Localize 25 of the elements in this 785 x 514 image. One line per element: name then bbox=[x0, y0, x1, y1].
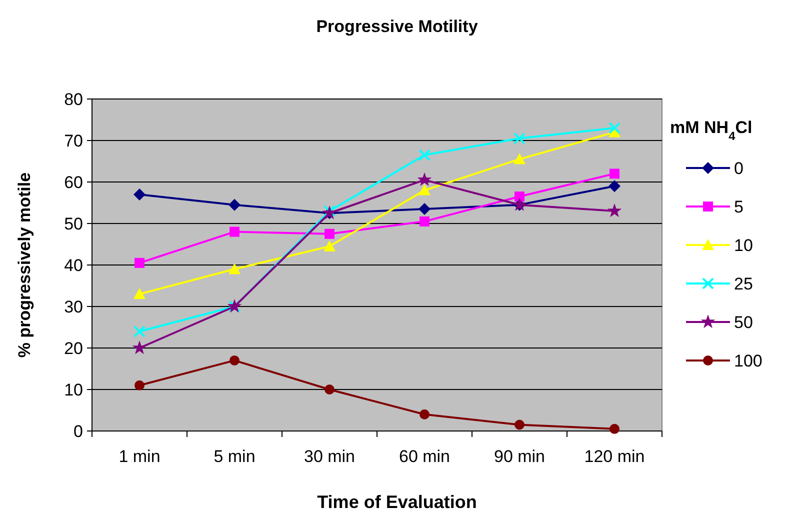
legend-title: mM NH$_{4}$Cl bbox=[670, 118, 752, 143]
legend-label: 10 bbox=[734, 236, 753, 255]
y-tick-label: 80 bbox=[64, 90, 83, 109]
legend-label: 0 bbox=[734, 158, 744, 178]
chart-title: Progressive Motility bbox=[316, 17, 478, 36]
y-tick-label: 20 bbox=[64, 338, 83, 358]
x-tick-label: 1 min bbox=[118, 447, 160, 466]
y-tick-label: 30 bbox=[64, 297, 83, 316]
y-tick-label: 60 bbox=[64, 172, 83, 192]
y-axis-title: % progressively motile bbox=[15, 172, 34, 358]
legend-label: 50 bbox=[734, 312, 753, 332]
x-tick-label: 5 min bbox=[214, 447, 256, 466]
y-tick-label: 50 bbox=[64, 214, 83, 234]
legend-label: 100 bbox=[734, 351, 762, 370]
y-tick-label: 40 bbox=[64, 256, 83, 275]
y-tick-label: 10 bbox=[64, 380, 83, 400]
y-tick-label: 0 bbox=[74, 422, 83, 441]
x-tick-label: 30 min bbox=[304, 447, 356, 466]
x-tick-label: 120 min bbox=[584, 447, 645, 466]
x-tick-label: 60 min bbox=[398, 447, 450, 466]
legend-label: 25 bbox=[734, 274, 753, 294]
y-tick-label: 70 bbox=[64, 131, 83, 150]
x-tick-label: 90 min bbox=[494, 447, 546, 466]
x-axis-title: Time of Evaluation bbox=[317, 492, 477, 512]
legend-label: 5 bbox=[734, 197, 744, 216]
